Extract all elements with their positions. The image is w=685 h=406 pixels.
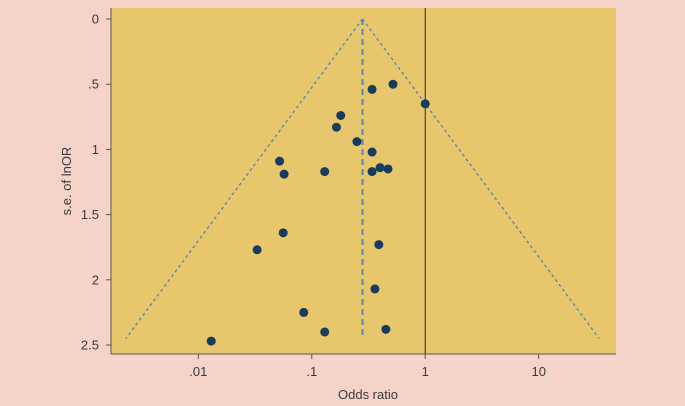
study-point	[383, 164, 393, 174]
x-axis-title: Odds ratio	[338, 387, 398, 402]
y-tick-label: 2	[92, 272, 99, 287]
x-tick-label: 1	[422, 364, 429, 379]
x-tick-label: 10	[531, 364, 545, 379]
study-point	[252, 245, 262, 255]
tick-labels: 0 .5 1 1.5 2 2.5 .01 .1 1 10	[81, 12, 546, 380]
y-tick-label: 1.5	[81, 207, 99, 222]
funnel-left-boundary	[125, 18, 364, 339]
funnel-lines	[125, 18, 600, 339]
study-point	[374, 240, 384, 250]
y-axis-title: s.e. of lnOR	[59, 147, 74, 216]
study-point	[420, 99, 430, 109]
study-point	[278, 228, 288, 238]
study-point	[370, 284, 380, 294]
study-point	[331, 122, 341, 132]
y-tick-label: 1	[92, 142, 99, 157]
y-tick-label: .5	[88, 77, 99, 92]
study-point	[279, 169, 289, 179]
study-point	[367, 167, 377, 177]
study-point	[352, 137, 362, 147]
study-point	[336, 110, 346, 120]
study-points	[206, 79, 430, 346]
study-point	[375, 163, 385, 173]
study-point	[275, 156, 285, 166]
y-tick-label: 0	[92, 12, 99, 27]
study-point	[388, 79, 398, 89]
funnel-right-boundary	[361, 18, 600, 339]
y-tick-label: 2.5	[81, 338, 99, 353]
study-point	[320, 327, 330, 337]
axes	[106, 8, 616, 359]
study-point	[320, 167, 330, 177]
study-point	[381, 324, 391, 334]
study-point	[206, 336, 216, 346]
x-tick-label: .1	[306, 364, 317, 379]
study-point	[367, 84, 377, 94]
x-tick-label: .01	[189, 364, 207, 379]
study-point	[299, 307, 309, 317]
study-point	[367, 147, 377, 157]
